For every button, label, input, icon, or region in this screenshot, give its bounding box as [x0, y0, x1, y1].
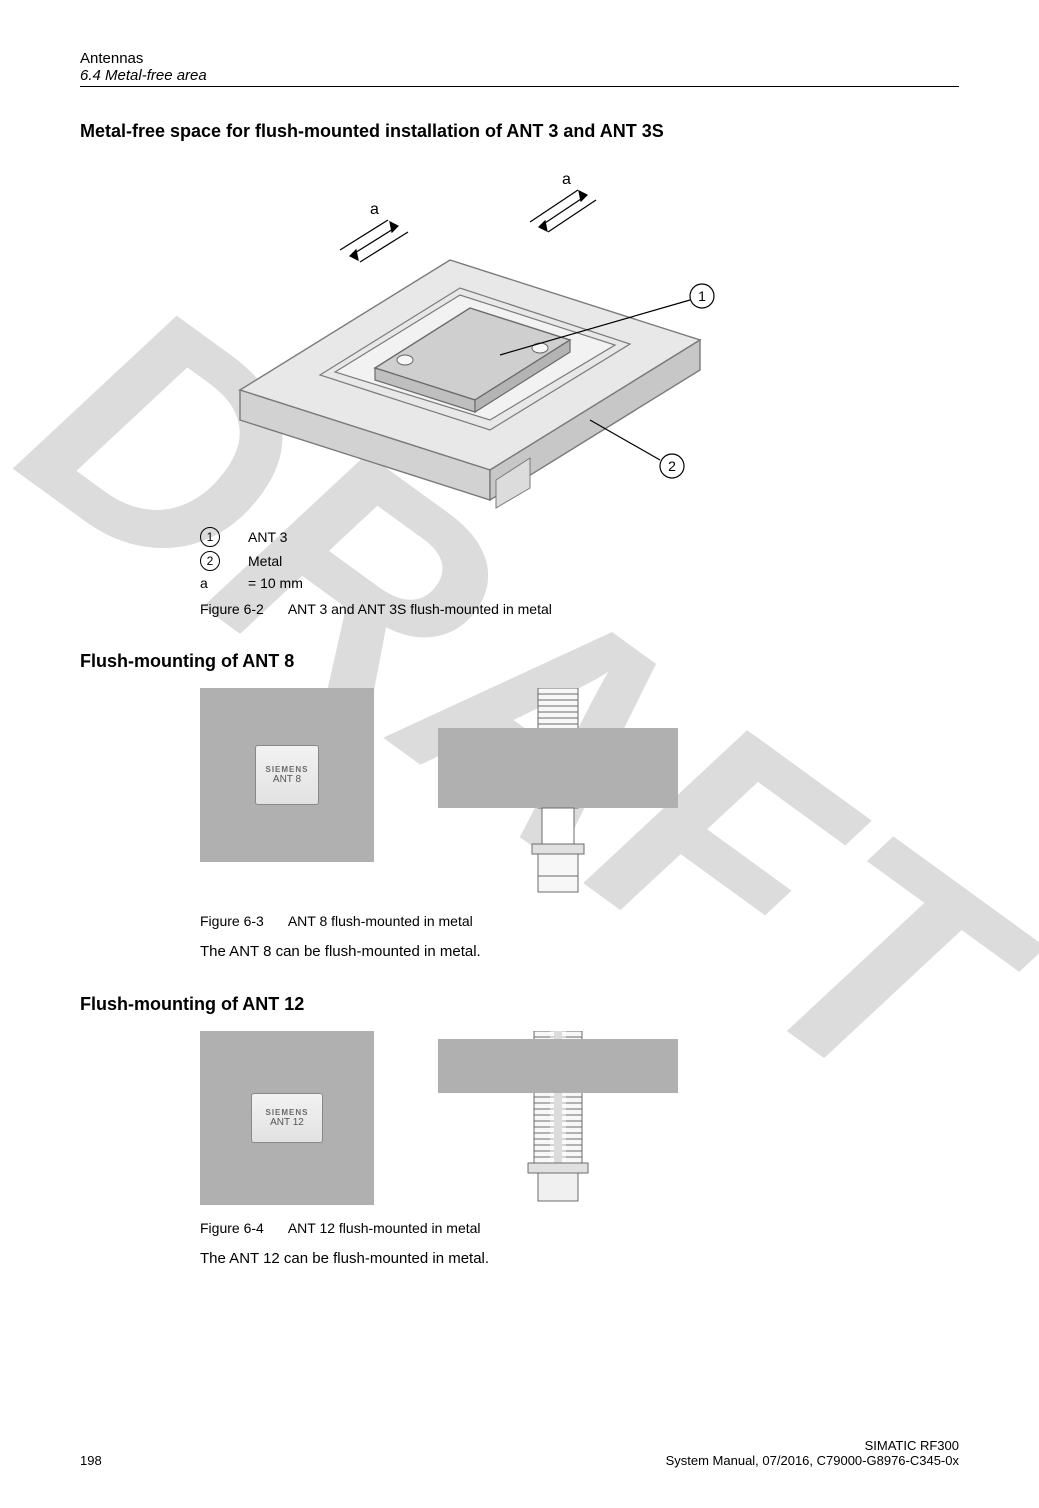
legend-label-1: ANT 3 [248, 529, 287, 545]
dim-a-right: a [562, 171, 571, 188]
legend-val-a: = 10 mm [248, 575, 303, 591]
section-title-ant12: Flush-mounting of ANT 12 [80, 994, 959, 1015]
footer-product: SIMATIC RF300 [80, 1438, 959, 1453]
legend-ant3: 1 ANT 3 2 Metal a = 10 mm [200, 527, 959, 591]
header-section: 6.4 Metal-free area [80, 67, 959, 84]
section-title-ant3: Metal-free space for flush-mounted insta… [80, 121, 959, 142]
footer-doc: System Manual, 07/2016, C79000-G8976-C34… [666, 1453, 959, 1468]
header-chapter: Antennas [80, 50, 959, 67]
figure-caption-6-4: Figure 6-4ANT 12 flush-mounted in metal [200, 1220, 959, 1236]
section-title-ant8: Flush-mounting of ANT 8 [80, 651, 959, 672]
ant8-side-view [438, 688, 678, 903]
callout-1: 1 [698, 288, 706, 304]
figure-ant8: SIEMENS ANT 8 [200, 688, 959, 903]
figure-caption-6-2: Figure 6-2ANT 3 and ANT 3S flush-mounted… [200, 601, 959, 617]
legend-label-2: Metal [248, 553, 282, 569]
ant12-front-view: SIEMENS ANT 12 [200, 1031, 374, 1205]
figure-caption-6-3: Figure 6-3ANT 8 flush-mounted in metal [200, 913, 959, 929]
figure-ant12: SIEMENS ANT 12 [200, 1031, 959, 1210]
ant8-plate: SIEMENS ANT 8 [255, 745, 319, 805]
page-footer: SIMATIC RF300 198 System Manual, 07/2016… [80, 1438, 959, 1468]
ant12-plate-brand: SIEMENS [265, 1108, 308, 1117]
body-ant12: The ANT 12 can be flush-mounted in metal… [200, 1250, 959, 1267]
ant12-side-view [438, 1031, 678, 1210]
dim-a-left: a [370, 201, 379, 218]
ant8-plate-name: ANT 8 [273, 774, 301, 785]
ant8-front-view: SIEMENS ANT 8 [200, 688, 374, 862]
ant12-plate-name: ANT 12 [270, 1117, 304, 1128]
page-number: 198 [80, 1453, 102, 1468]
header-rule [80, 86, 959, 87]
ant8-plate-brand: SIEMENS [265, 765, 308, 774]
figure-ant3-iso: a a 1 2 [200, 160, 959, 515]
ant12-plate: SIEMENS ANT 12 [251, 1093, 323, 1143]
callout-2: 2 [668, 458, 676, 474]
body-ant8: The ANT 8 can be flush-mounted in metal. [200, 943, 959, 960]
legend-num-1: 1 [200, 527, 220, 547]
legend-key-a: a [200, 575, 220, 591]
legend-num-2: 2 [200, 551, 220, 571]
